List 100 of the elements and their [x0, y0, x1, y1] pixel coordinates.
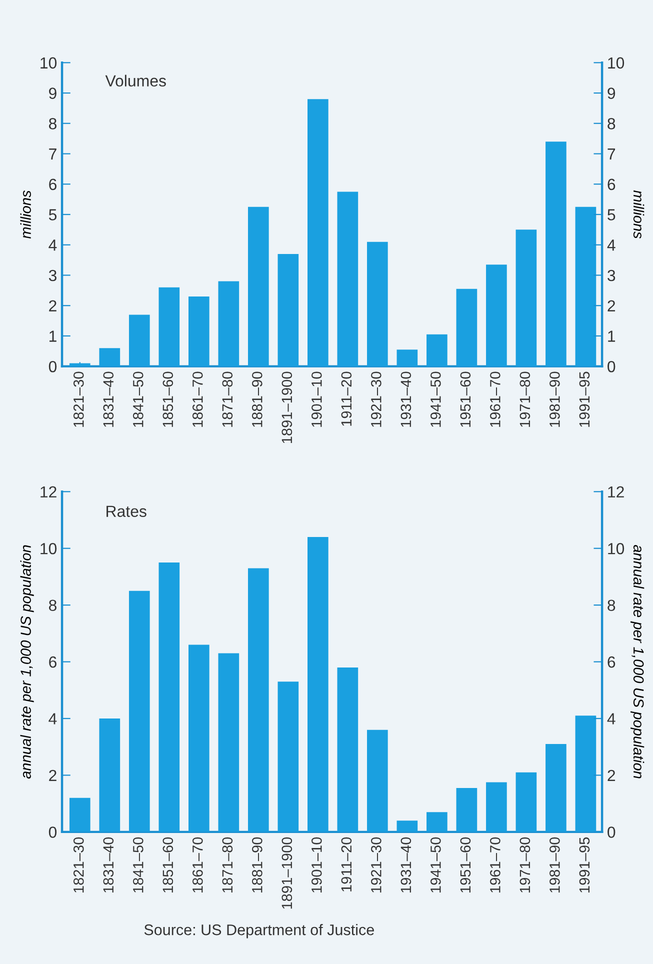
x-tick-label: 1961–70 [490, 837, 500, 892]
bar [516, 772, 537, 832]
x-tick-label: 1941–50 [430, 372, 441, 427]
bar [248, 568, 269, 832]
bar [278, 254, 299, 366]
source-note: Source: US Department of Justice [144, 924, 374, 938]
bar [337, 192, 358, 366]
y-tick-label: 3 [48, 270, 56, 282]
bar [128, 314, 150, 366]
x-tick-label: 1901–10 [312, 372, 322, 427]
y2-axis-title: annual rate per 1,000 US population [630, 544, 644, 778]
bar [188, 296, 210, 366]
x-tick-label: 1971–80 [520, 837, 530, 892]
x-tick-label: 1921–30 [371, 837, 382, 892]
x-tick-label: 1901–10 [312, 837, 322, 892]
bar [396, 820, 418, 832]
y2-tick-label: 9 [608, 88, 616, 99]
x-tick-label: 1881–90 [252, 372, 262, 427]
y-tick-label: 10 [40, 57, 57, 69]
y-tick-label: 4 [48, 713, 57, 724]
bar [426, 334, 448, 366]
x-tick-label: 1821–30 [73, 837, 84, 892]
y2-tick-label: 0 [608, 360, 616, 372]
x-tick-label: 1821–30 [73, 372, 84, 427]
y2-tick-label: 2 [608, 770, 616, 782]
y-tick-label: 6 [49, 656, 56, 668]
bar [308, 537, 328, 832]
y2-tick-label: 10 [608, 542, 624, 554]
bar [486, 264, 507, 366]
y2-tick-label: 8 [608, 600, 616, 612]
x-tick-label: 1851–60 [162, 372, 174, 427]
x-tick-label: 1961–70 [490, 372, 500, 427]
y2-tick-label: 7 [608, 148, 616, 160]
x-tick-label: 1831–40 [103, 837, 114, 892]
y2-tick-label: 10 [608, 57, 624, 69]
bar [456, 288, 478, 366]
x-tick-label: 1951–60 [460, 372, 471, 427]
text: Rates [106, 506, 146, 517]
y2-tick-label: 5 [608, 209, 616, 220]
y-tick-label: 4 [48, 240, 57, 251]
x-tick-label: 1861–70 [192, 837, 203, 892]
bar [367, 242, 388, 366]
y-tick-label: 12 [40, 486, 56, 498]
bar [158, 287, 180, 366]
y-tick-label: 2 [49, 770, 56, 782]
x-tick-label: 1931–40 [400, 837, 412, 892]
x-tick-label: 1891–1900 [282, 372, 292, 444]
bar [158, 562, 180, 832]
x-tick-label: 1981–90 [550, 837, 560, 892]
bar [248, 206, 269, 366]
bar [486, 782, 507, 832]
bar [278, 682, 299, 832]
y-tick-label: 8 [48, 118, 56, 130]
y2-tick-label: 3 [608, 270, 616, 282]
y-tick-label: 10 [40, 542, 57, 554]
y2-tick-label: 2 [608, 300, 616, 312]
y-axis-title: millions [20, 190, 31, 239]
y-axis-title: annual rate per 1,000 US population [20, 545, 34, 779]
y-tick-label: 0 [48, 826, 57, 838]
bar [546, 744, 566, 832]
x-tick-label: 1871–80 [222, 837, 233, 892]
bar [99, 718, 120, 832]
x-tick-label: 1891–1900 [282, 837, 292, 909]
bar [396, 350, 418, 366]
bar [426, 812, 448, 832]
x-tick-label: 1971–80 [520, 372, 530, 427]
x-tick-label: 1911–20 [341, 372, 352, 426]
x-tick-label: 1981–90 [550, 372, 560, 427]
x-tick-label: 1951–60 [460, 837, 471, 892]
bar [188, 644, 210, 832]
bar [575, 716, 596, 832]
bar [218, 653, 240, 832]
y-tick-label: 7 [49, 148, 56, 160]
bar [337, 667, 358, 832]
bar [99, 348, 120, 366]
x-tick-label: 1931–40 [400, 372, 412, 427]
y2-tick-label: 0 [608, 826, 616, 838]
bar [546, 142, 566, 366]
y-tick-label: 6 [49, 178, 56, 190]
y-tick-label: 9 [49, 88, 56, 99]
bar [128, 590, 150, 832]
y2-axis-title: millions [633, 190, 644, 238]
y-tick-label: 2 [49, 300, 56, 312]
bar [575, 206, 596, 366]
y-tick-label: 1 [50, 330, 56, 342]
y-tick-label: 0 [48, 360, 57, 372]
y-tick-label: 8 [48, 600, 56, 612]
x-tick-label: 1861–70 [192, 372, 203, 427]
bar [69, 798, 90, 832]
x-tick-label: 1831–40 [103, 372, 114, 427]
y2-tick-label: 1 [608, 330, 616, 342]
y2-tick-label: 4 [607, 240, 616, 251]
bar [308, 99, 328, 366]
bar [456, 788, 478, 832]
y2-tick-label: 8 [608, 118, 616, 130]
x-tick-label: 1841–50 [132, 837, 144, 892]
text: Volumes [105, 74, 166, 87]
x-tick-label: 1911–20 [341, 837, 352, 892]
y2-tick-label: 12 [608, 486, 624, 498]
x-tick-label: 1921–30 [371, 372, 382, 427]
